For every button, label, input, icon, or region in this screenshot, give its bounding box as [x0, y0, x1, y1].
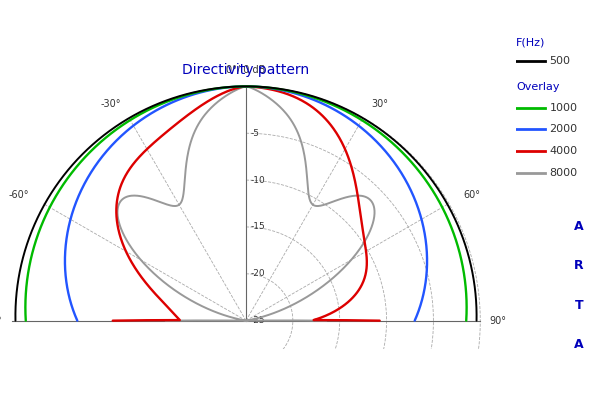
- Text: -20: -20: [251, 269, 265, 278]
- Text: A: A: [574, 220, 584, 233]
- Text: -15: -15: [251, 222, 265, 232]
- Text: 500: 500: [550, 56, 571, 66]
- Text: 2000: 2000: [550, 124, 578, 134]
- Text: -60°: -60°: [8, 190, 29, 200]
- Text: 30°: 30°: [371, 98, 388, 108]
- Text: -5: -5: [251, 129, 260, 138]
- Text: 8000: 8000: [550, 168, 578, 178]
- Text: F(Hz): F(Hz): [516, 37, 545, 47]
- Text: Directivity pattern: Directivity pattern: [182, 63, 310, 77]
- Text: 1000: 1000: [550, 103, 578, 113]
- Text: A: A: [574, 338, 584, 351]
- Text: 90°: 90°: [490, 316, 506, 326]
- Text: 0°/ 0 dB: 0°/ 0 dB: [226, 65, 266, 75]
- Text: -10: -10: [251, 176, 265, 184]
- Text: R: R: [574, 259, 584, 272]
- Text: -30°: -30°: [100, 98, 121, 108]
- Text: -25: -25: [251, 316, 265, 325]
- Text: Overlay: Overlay: [516, 82, 560, 92]
- Text: 60°: 60°: [463, 190, 480, 200]
- Text: T: T: [575, 299, 583, 312]
- Text: 4000: 4000: [550, 146, 578, 156]
- Text: -90°: -90°: [0, 316, 2, 326]
